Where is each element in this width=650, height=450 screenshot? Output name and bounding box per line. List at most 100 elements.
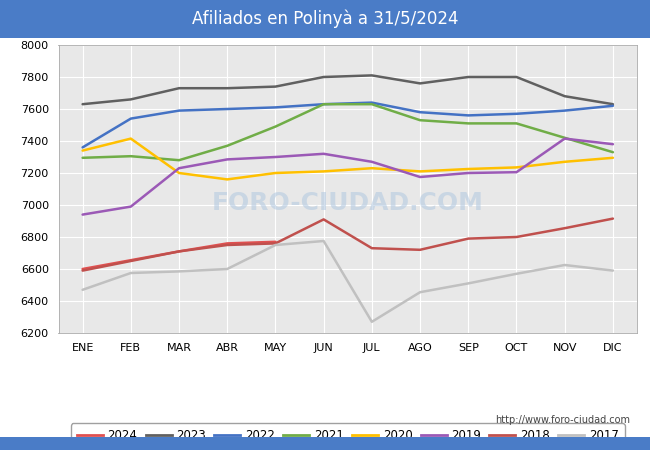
2019 bbox=[79, 212, 86, 217]
2020 bbox=[175, 170, 183, 176]
2023 bbox=[464, 74, 472, 80]
Text: Afiliados en Polinyà a 31/5/2024: Afiliados en Polinyà a 31/5/2024 bbox=[192, 10, 458, 28]
2020 bbox=[561, 159, 569, 165]
2022 bbox=[79, 145, 86, 150]
2023 bbox=[368, 73, 376, 78]
2018 bbox=[175, 249, 183, 254]
2021 bbox=[513, 121, 521, 126]
2022 bbox=[127, 116, 135, 122]
2019 bbox=[609, 141, 617, 147]
2017 bbox=[272, 242, 280, 248]
2021 bbox=[416, 117, 424, 123]
2018 bbox=[127, 258, 135, 264]
2020 bbox=[272, 170, 280, 176]
2021 bbox=[320, 102, 328, 107]
2020 bbox=[127, 136, 135, 141]
2020 bbox=[609, 155, 617, 161]
2023 bbox=[609, 102, 617, 107]
2017 bbox=[320, 238, 328, 244]
2024 bbox=[224, 241, 231, 246]
Line: 2019: 2019 bbox=[83, 139, 613, 215]
2021 bbox=[224, 143, 231, 148]
2019 bbox=[368, 159, 376, 165]
2023 bbox=[224, 86, 231, 91]
2023 bbox=[513, 74, 521, 80]
2017 bbox=[464, 281, 472, 286]
Line: 2022: 2022 bbox=[83, 103, 613, 148]
2023 bbox=[561, 94, 569, 99]
2022 bbox=[513, 111, 521, 117]
2021 bbox=[609, 149, 617, 155]
Legend: 2024, 2023, 2022, 2021, 2020, 2019, 2018, 2017: 2024, 2023, 2022, 2021, 2020, 2019, 2018… bbox=[71, 423, 625, 448]
Line: 2024: 2024 bbox=[83, 242, 276, 269]
2021 bbox=[368, 102, 376, 107]
2020 bbox=[513, 165, 521, 170]
2021 bbox=[272, 124, 280, 129]
Line: 2021: 2021 bbox=[83, 104, 613, 160]
Line: 2020: 2020 bbox=[83, 139, 613, 180]
2017 bbox=[609, 268, 617, 273]
2022 bbox=[368, 100, 376, 105]
2017 bbox=[224, 266, 231, 272]
2017 bbox=[368, 319, 376, 324]
2018 bbox=[272, 241, 280, 246]
2017 bbox=[416, 289, 424, 295]
2017 bbox=[127, 270, 135, 276]
Line: 2017: 2017 bbox=[83, 241, 613, 322]
2020 bbox=[79, 148, 86, 153]
Text: FORO-CIUDAD.COM: FORO-CIUDAD.COM bbox=[212, 191, 484, 216]
2019 bbox=[464, 170, 472, 176]
2021 bbox=[79, 155, 86, 161]
2018 bbox=[513, 234, 521, 240]
2019 bbox=[320, 151, 328, 157]
2022 bbox=[224, 106, 231, 112]
2018 bbox=[609, 216, 617, 221]
2020 bbox=[464, 166, 472, 172]
2023 bbox=[79, 102, 86, 107]
2022 bbox=[320, 102, 328, 107]
2019 bbox=[416, 174, 424, 180]
2018 bbox=[320, 217, 328, 222]
2024 bbox=[272, 239, 280, 244]
Line: 2018: 2018 bbox=[83, 219, 613, 270]
2019 bbox=[513, 170, 521, 175]
2022 bbox=[561, 108, 569, 113]
2022 bbox=[609, 103, 617, 108]
2017 bbox=[79, 287, 86, 292]
2023 bbox=[416, 81, 424, 86]
2019 bbox=[224, 157, 231, 162]
2023 bbox=[272, 84, 280, 89]
Text: http://www.foro-ciudad.com: http://www.foro-ciudad.com bbox=[495, 415, 630, 425]
2019 bbox=[175, 166, 183, 171]
2023 bbox=[320, 74, 328, 80]
2024 bbox=[127, 257, 135, 263]
2020 bbox=[320, 169, 328, 174]
2017 bbox=[513, 271, 521, 276]
2019 bbox=[272, 154, 280, 160]
2020 bbox=[368, 166, 376, 171]
2019 bbox=[127, 204, 135, 209]
2024 bbox=[79, 266, 86, 272]
2022 bbox=[175, 108, 183, 113]
2021 bbox=[561, 135, 569, 140]
2022 bbox=[464, 112, 472, 118]
2024 bbox=[175, 249, 183, 254]
2021 bbox=[464, 121, 472, 126]
2023 bbox=[175, 86, 183, 91]
2022 bbox=[272, 105, 280, 110]
2017 bbox=[175, 269, 183, 274]
2017 bbox=[561, 262, 569, 268]
2019 bbox=[561, 136, 569, 141]
2023 bbox=[127, 97, 135, 102]
2020 bbox=[416, 169, 424, 174]
2021 bbox=[127, 153, 135, 159]
2018 bbox=[416, 247, 424, 252]
2018 bbox=[224, 242, 231, 248]
2018 bbox=[464, 236, 472, 241]
2018 bbox=[561, 225, 569, 231]
2018 bbox=[79, 268, 86, 273]
2018 bbox=[368, 246, 376, 251]
2020 bbox=[224, 177, 231, 182]
2022 bbox=[416, 109, 424, 115]
Line: 2023: 2023 bbox=[83, 76, 613, 104]
